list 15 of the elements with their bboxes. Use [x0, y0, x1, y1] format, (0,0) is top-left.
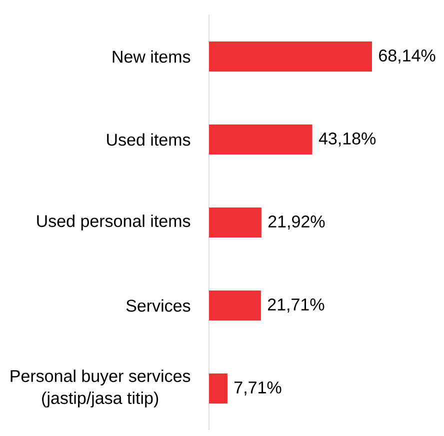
y-tick-label: Used items	[107, 133, 190, 146]
bar	[209, 208, 262, 238]
data-label: 21,92%	[268, 215, 325, 230]
data-label: 21,71%	[268, 298, 324, 313]
bar	[209, 290, 261, 321]
bar	[209, 124, 312, 155]
y-tick-label: Services	[126, 299, 190, 312]
data-label: 68,14%	[379, 49, 436, 64]
bar	[209, 374, 228, 404]
y-tick-label: New items	[112, 50, 190, 63]
bar	[209, 42, 372, 72]
data-label: 7,71%	[234, 382, 282, 396]
data-label: 43,18%	[318, 132, 376, 147]
y-tick-label: Personal buyer services (jastip/jasa titip)	[10, 370, 190, 408]
y-tick-label: Used personal items	[37, 214, 190, 230]
